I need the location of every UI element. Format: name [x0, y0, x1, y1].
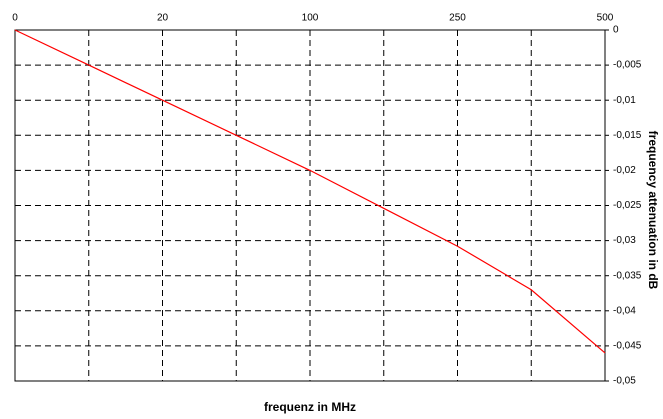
x-axis-title: frequenz in MHz [264, 400, 356, 414]
x-tick-label: 100 [302, 13, 319, 24]
y-tick-label: -0,05 [613, 376, 636, 387]
y-tick-label: -0,01 [613, 95, 636, 106]
y-tick-label: -0,015 [613, 130, 642, 141]
y-tick-label: -0,04 [613, 305, 636, 316]
plot-frame [14, 29, 606, 382]
x-tick-label: 500 [597, 13, 614, 24]
y-tick-label: 0 [613, 25, 619, 36]
x-tick-label: 250 [449, 13, 466, 24]
y-axis-title: frequency attenuation in dB [646, 131, 660, 290]
x-tick-label: 20 [157, 13, 169, 24]
y-tick-label: -0,035 [613, 270, 642, 281]
y-tick-label: -0,025 [613, 200, 642, 211]
y-tick-label: -0,045 [613, 341, 642, 352]
y-tick-label: -0,005 [613, 60, 642, 71]
x-tick-label: 0 [12, 13, 18, 24]
y-tick-label: -0,02 [613, 165, 636, 176]
y-tick-label: -0,03 [613, 235, 636, 246]
data-line [14, 29, 606, 354]
